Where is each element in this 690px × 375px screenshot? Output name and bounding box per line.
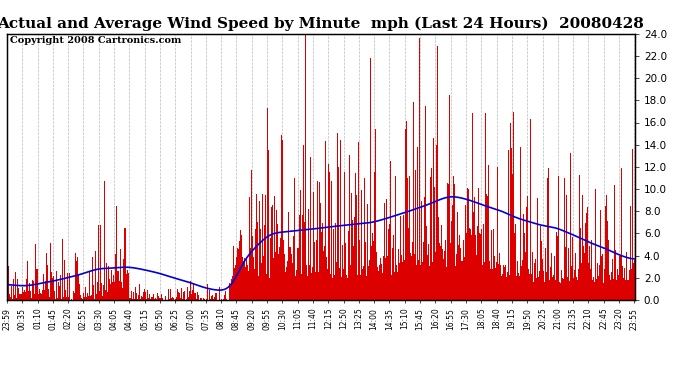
Text: Copyright 2008 Cartronics.com: Copyright 2008 Cartronics.com [10,36,181,45]
Title: Actual and Average Wind Speed by Minute  mph (Last 24 Hours)  20080428: Actual and Average Wind Speed by Minute … [0,17,644,31]
